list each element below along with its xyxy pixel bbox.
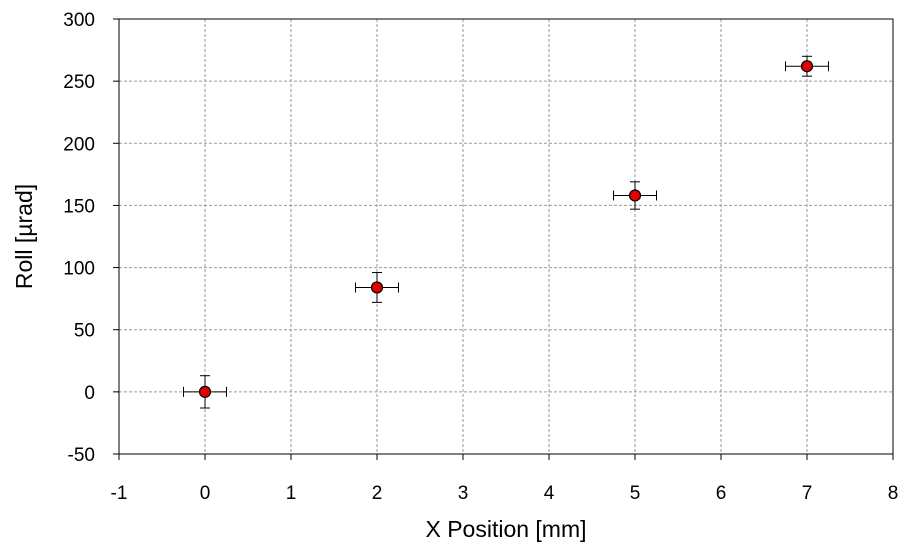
x-tick-label: 7 bbox=[802, 483, 813, 504]
axis-ticks bbox=[113, 18, 894, 460]
x-tick-label: 0 bbox=[200, 483, 211, 504]
x-tick-label: 6 bbox=[716, 483, 727, 504]
y-tick-label: 100 bbox=[63, 259, 95, 280]
data-point bbox=[198, 385, 212, 398]
y-tick-label: 0 bbox=[84, 383, 95, 404]
data-point bbox=[370, 281, 384, 294]
x-tick-label: 8 bbox=[888, 483, 899, 504]
x-tick-label: 5 bbox=[630, 483, 641, 504]
x-tick-label: 2 bbox=[372, 483, 383, 504]
x-axis-title: X Position [mm] bbox=[425, 516, 586, 542]
x-tick-label: 1 bbox=[286, 483, 297, 504]
plot-area-frame bbox=[118, 18, 894, 455]
data-point bbox=[800, 60, 814, 73]
y-tick-label: 150 bbox=[63, 196, 95, 217]
x-tick-label: -1 bbox=[111, 483, 128, 504]
grid-lines bbox=[119, 19, 893, 454]
y-tick-label: -50 bbox=[68, 445, 95, 466]
error-bars bbox=[183, 55, 829, 409]
x-tick-label: 4 bbox=[544, 483, 555, 504]
y-tick-label: 200 bbox=[63, 134, 95, 155]
tick-labels: -1 0 1 2 3 4 5 6 7 8 -50 0 50 100 150 200 250 300 bbox=[63, 10, 898, 504]
y-axis-title: Roll [µrad] bbox=[11, 184, 37, 289]
x-tick-label: 3 bbox=[458, 483, 469, 504]
data-points bbox=[198, 60, 814, 398]
data-point bbox=[628, 189, 642, 202]
y-tick-label: 250 bbox=[63, 72, 95, 93]
y-tick-label: 300 bbox=[63, 10, 95, 31]
y-tick-label: 50 bbox=[74, 321, 95, 342]
